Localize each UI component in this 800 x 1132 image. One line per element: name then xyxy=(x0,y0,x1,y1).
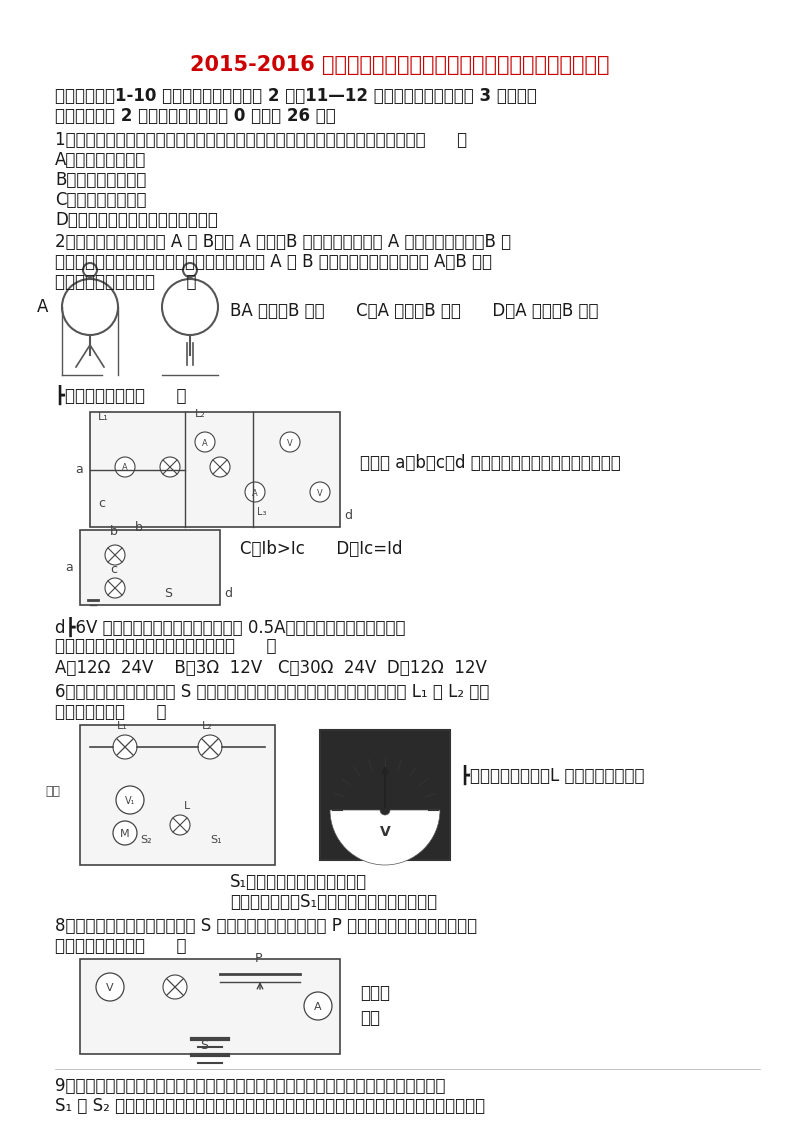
Bar xyxy=(80,530,220,604)
Text: S: S xyxy=(200,1039,208,1052)
Text: 数变大: 数变大 xyxy=(360,984,390,1002)
Text: 1．用一根与毛皮摩擦过的橡胶棒靠近一轻质小球，发现二者互相排斥．由此可知（      ）: 1．用一根与毛皮摩擦过的橡胶棒靠近一轻质小球，发现二者互相排斥．由此可知（ ） xyxy=(55,131,467,149)
Text: 箔张角的变化情况是（      ）: 箔张角的变化情况是（ ） xyxy=(55,273,197,291)
Text: 2．取两个相同的验电器 A 和 B，使 A 带电，B 不带电，可以看到 A 的金属锡箔张开，B 的: 2．取两个相同的验电器 A 和 B，使 A 带电，B 不带电，可以看到 A 的金… xyxy=(55,233,511,251)
Text: 8．如图所示，当电路中的开关 S 闭合，滑动变阻器的滑片 P 向左移动时，电流表、电压表: 8．如图所示，当电路中的开关 S 闭合，滑动变阻器的滑片 P 向左移动时，电流表… xyxy=(55,917,477,935)
Wedge shape xyxy=(330,811,440,865)
Bar xyxy=(80,959,340,1054)
Text: V: V xyxy=(287,438,293,447)
Text: L₂: L₂ xyxy=(195,409,206,419)
Text: a: a xyxy=(75,463,82,475)
Text: A: A xyxy=(202,438,208,447)
Text: 一、选择题（1-10 题是单项选择题，每题 2 分，11—12 分是多项选择题，每题 3 分，选对: 一、选择题（1-10 题是单项选择题，每题 2 分，11—12 分是多项选择题，… xyxy=(55,87,537,105)
Text: a: a xyxy=(65,561,73,574)
Text: A: A xyxy=(252,489,258,497)
Text: V: V xyxy=(106,983,114,993)
Text: 部分但不全得 2 分，不选或错选了得 0 分，共 26 分）: 部分但不全得 2 分，不选或错选了得 0 分，共 26 分） xyxy=(55,108,336,125)
Text: L₁: L₁ xyxy=(117,721,128,731)
Circle shape xyxy=(198,735,222,758)
Text: V₁: V₁ xyxy=(125,796,135,806)
Circle shape xyxy=(195,432,215,452)
Text: V: V xyxy=(317,489,323,497)
Bar xyxy=(80,724,275,865)
Text: L₁: L₁ xyxy=(98,412,109,422)
Text: 不变: 不变 xyxy=(360,1009,380,1027)
Text: c: c xyxy=(98,497,105,511)
Text: d: d xyxy=(224,588,232,600)
Text: A: A xyxy=(37,298,48,316)
Text: S₁自动断开，使得照明灯熄灭: S₁自动断开，使得照明灯熄灭 xyxy=(230,873,367,891)
Text: C．小球一定不带电: C．小球一定不带电 xyxy=(55,191,146,209)
Text: 金属锡箔闭合（如图）．用带绝缘柄的金属棒将 A 和 B 上的金属球连接起来，则 A、B 金属: 金属锡箔闭合（如图）．用带绝缘柄的金属棒将 A 和 B 上的金属球连接起来，则 … xyxy=(55,252,492,271)
Text: 电源: 电源 xyxy=(45,784,60,798)
Text: S₁: S₁ xyxy=(210,835,222,844)
Circle shape xyxy=(96,974,124,1001)
Text: A: A xyxy=(314,1002,322,1012)
Text: b: b xyxy=(135,521,143,534)
Circle shape xyxy=(160,457,180,477)
Circle shape xyxy=(163,975,187,1000)
Text: 2015-2016 学年山东省威海市乳山市九年级（上）期中物理试卷: 2015-2016 学年山东省威海市乳山市九年级（上）期中物理试卷 xyxy=(190,55,610,75)
Bar xyxy=(320,730,450,860)
Text: S: S xyxy=(164,588,172,600)
Text: d┣6V 的电源上，测得通过它的电流为 0.5A，若改接在另一个电源上测: d┣6V 的电源上，测得通过它的电流为 0.5A，若改接在另一个电源上测 xyxy=(55,617,406,637)
Text: B．小球一定带负电: B．小球一定带负电 xyxy=(55,171,146,189)
Circle shape xyxy=(170,815,190,835)
Circle shape xyxy=(210,457,230,477)
Text: ┣缩机内的电动机，L 是电冰箱内的照明: ┣缩机内的电动机，L 是电冰箱内的照明 xyxy=(460,765,645,786)
Text: d: d xyxy=(344,509,352,522)
Circle shape xyxy=(113,735,137,758)
Text: 的示数变化情况是（      ）: 的示数变化情况是（ ） xyxy=(55,937,186,955)
Circle shape xyxy=(310,482,330,501)
Text: A．小球一定带正电: A．小球一定带正电 xyxy=(55,151,146,169)
Text: 则此时电源电压和该电阻的阻值分别为（      ）: 则此时电源电压和该电阻的阻值分别为（ ） xyxy=(55,637,277,655)
Text: b: b xyxy=(110,525,118,538)
Circle shape xyxy=(113,821,137,844)
Text: L₂: L₂ xyxy=(202,721,213,731)
Text: S₂: S₂ xyxy=(140,835,152,844)
Text: D．小球可能带正电，也可能带负电: D．小球可能带正电，也可能带负电 xyxy=(55,211,218,229)
Text: 6．如图甲所示，闭合开关 S 后，两相同电压表的指针偏转都如图乙所示，则 L₁ 和 L₂ 两灯: 6．如图甲所示，闭合开关 S 后，两相同电压表的指针偏转都如图乙所示，则 L₁ … xyxy=(55,683,490,701)
Text: ┣一致的电路图是（      ）: ┣一致的电路图是（ ） xyxy=(55,385,186,405)
Circle shape xyxy=(280,432,300,452)
Text: ，比较 a、b、c、d 四处电流的大小，其中正确的是（: ，比较 a、b、c、d 四处电流的大小，其中正确的是（ xyxy=(360,454,621,472)
Text: 到设定温度时，S₁自动断开，电动机停止工作: 到设定温度时，S₁自动断开，电动机停止工作 xyxy=(230,893,437,911)
Circle shape xyxy=(105,578,125,598)
Circle shape xyxy=(115,457,135,477)
Text: M: M xyxy=(120,829,130,839)
Text: A: A xyxy=(122,463,128,472)
Text: BA 变小，B 张开      C．A 变大，B 不变      D．A 闭合，B 张开: BA 变小，B 张开 C．A 变大，B 不变 D．A 闭合，B 张开 xyxy=(230,302,598,320)
Circle shape xyxy=(116,786,144,814)
Text: L₃: L₃ xyxy=(258,507,267,517)
Text: c: c xyxy=(110,563,117,576)
Text: A．12Ω  24V    B．3Ω  12V   C．30Ω  24V  D．12Ω  12V: A．12Ω 24V B．3Ω 12V C．30Ω 24V D．12Ω 12V xyxy=(55,659,487,677)
Circle shape xyxy=(245,482,265,501)
Text: 的电阻之比为（      ）: 的电阻之比为（ ） xyxy=(55,703,166,721)
Text: C．Ib>Ic      D．Ic=Id: C．Ib>Ic D．Ic=Id xyxy=(240,540,402,558)
Circle shape xyxy=(304,992,332,1020)
Text: V: V xyxy=(380,825,390,839)
Circle shape xyxy=(105,544,125,565)
Text: 9．同学们为敬老院的老人买了一辆电动轮椅．工作原理如图所示，操纵杆可以同时控制: 9．同学们为敬老院的老人买了一辆电动轮椅．工作原理如图所示，操纵杆可以同时控制 xyxy=(55,1077,446,1095)
Text: S₁ 和 S₂ 两个开关，向前推操纵杆时轮椅前进且能调速，向后拉操纵杆轮椅以恒定速度后退，: S₁ 和 S₂ 两个开关，向前推操纵杆时轮椅前进且能调速，向后拉操纵杆轮椅以恒定… xyxy=(55,1097,485,1115)
Bar xyxy=(90,412,340,528)
Text: L: L xyxy=(184,801,190,811)
Text: P: P xyxy=(255,952,262,964)
